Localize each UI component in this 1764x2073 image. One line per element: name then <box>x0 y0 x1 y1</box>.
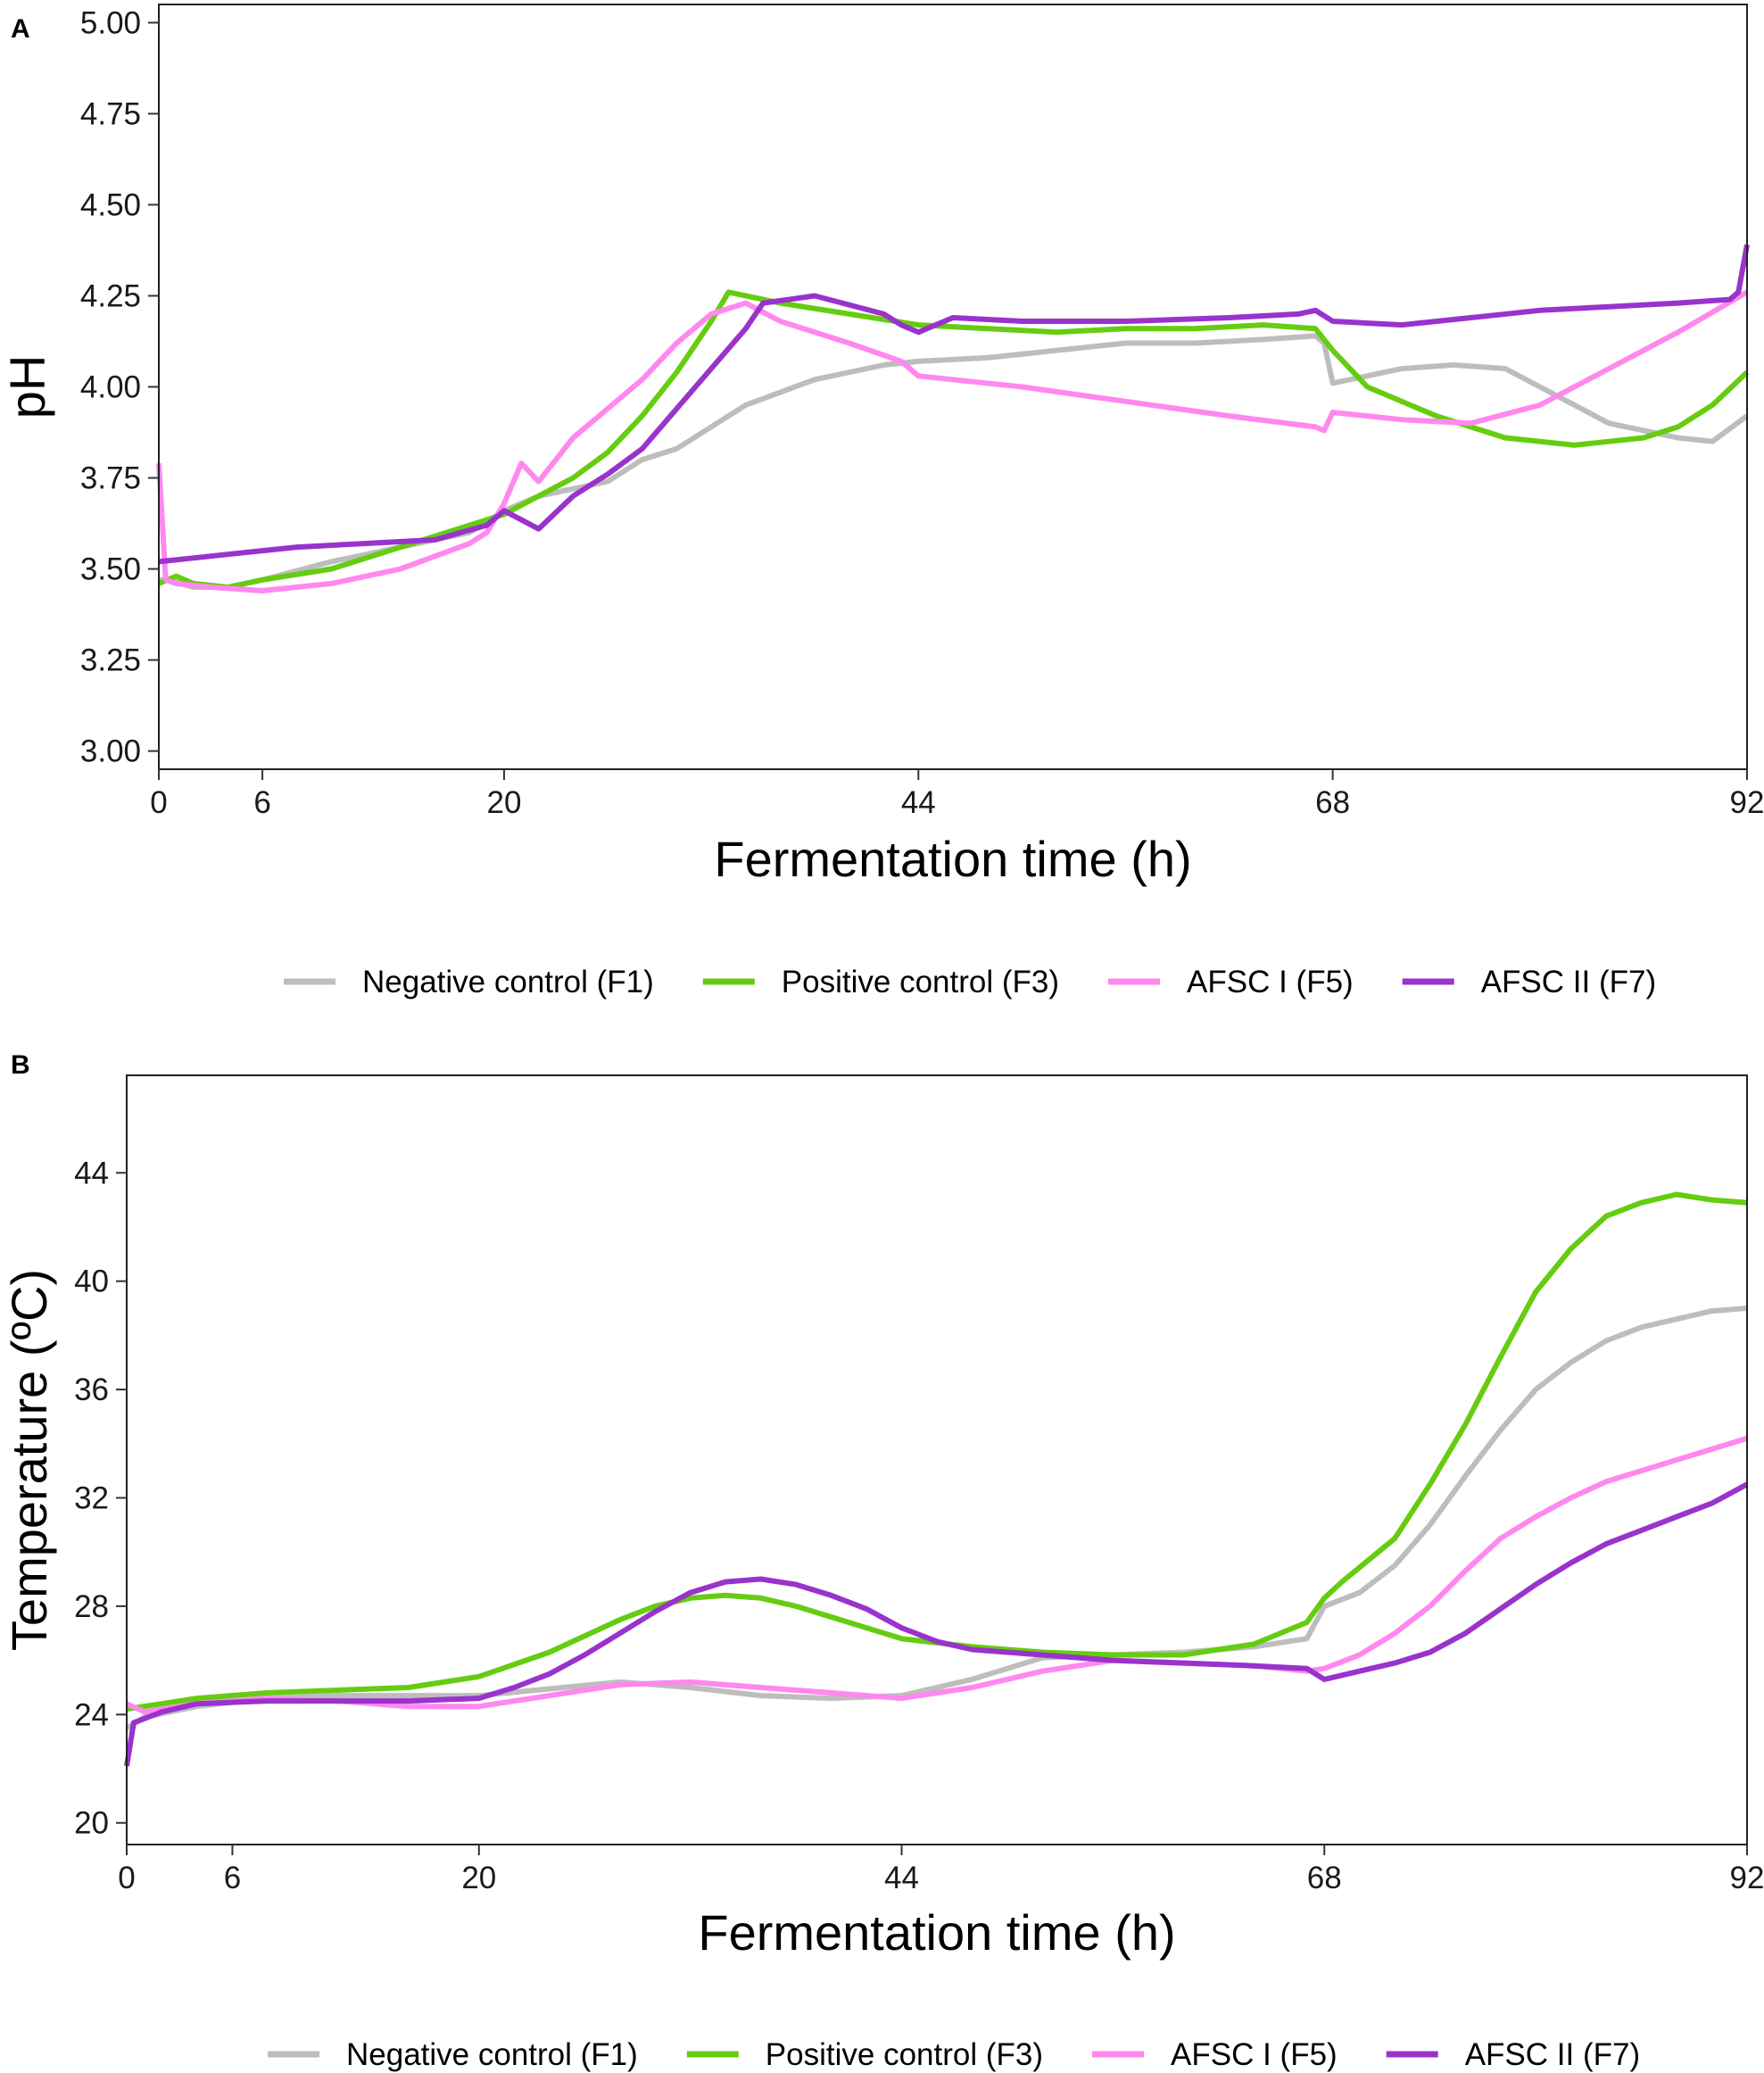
panel-a-x-tick-label: 92 <box>1730 785 1764 820</box>
panel-b-x-tick-label: 44 <box>884 1861 919 1895</box>
panel-b-y-tick-label: 24 <box>74 1697 109 1732</box>
panel-a-x-tick-label: 0 <box>150 785 167 820</box>
panel-b-series <box>124 1191 1749 1767</box>
panel-a-legend-label: Negative control (F1) <box>362 965 654 999</box>
panel-a-plot-frame <box>158 4 1748 770</box>
panel-a-legend-label: AFSC II (F7) <box>1481 965 1656 999</box>
panel-b-plot-frame <box>126 1074 1748 1845</box>
panel-a-legend-item-negative-control-f1: Negative control (F1) <box>284 965 654 999</box>
panel-b-line-positive-control-f3 <box>126 1191 1748 1712</box>
panel-b-x-ticks: 0 6 20 44 68 92 <box>118 1845 1764 1895</box>
panel-b-y-tick-label: 44 <box>74 1156 109 1190</box>
panel-b-legend-item-afsc-ii-f7: AFSC II (F7) <box>1386 2037 1640 2072</box>
panel-a-line-afsc-ii-f7 <box>158 244 1750 565</box>
panel-a-series <box>156 244 1750 593</box>
panel-a-legend-item-positive-control-f3: Positive control (F3) <box>702 965 1059 999</box>
panel-b-x-axis-title: Fermentation time (h) <box>698 1904 1175 1961</box>
panel-b-y-axis-title: Temperature (ºC) <box>1 1269 57 1651</box>
panel-a-x-tick-label: 68 <box>1315 785 1350 820</box>
panel-b-y-tick-label: 20 <box>74 1806 109 1841</box>
panel-b-line-negative-control-f1 <box>125 1306 1748 1731</box>
panel-a-y-tick-label: 3.25 <box>80 643 141 678</box>
panel-a-x-tick-label: 20 <box>486 785 521 820</box>
panel-b-legend-label: AFSC I (F5) <box>1171 2037 1337 2072</box>
panel-a: A 3.00 3.25 3.50 3.75 4.00 4.25 4.50 4.75 5.00 0… <box>0 4 1764 999</box>
panel-a-y-axis-title: pH <box>0 355 55 419</box>
panel-b-y-tick-label: 40 <box>74 1265 109 1299</box>
panel-b-x-tick-label: 6 <box>224 1861 241 1895</box>
panel-b-y-tick-label: 36 <box>74 1372 109 1407</box>
panel-a-y-tick-label: 4.50 <box>80 187 141 222</box>
panel-b-x-tick-label: 0 <box>118 1861 135 1895</box>
panel-b-line-afsc-ii-f7 <box>124 1481 1749 1767</box>
panel-a-legend-item-afsc-ii-f7: AFSC II (F7) <box>1402 965 1656 999</box>
panel-a-legend: Negative control (F1) Positive control (F… <box>284 965 1656 999</box>
panel-a-y-tick-label: 4.00 <box>80 370 141 405</box>
panel-b-x-tick-label: 20 <box>461 1861 496 1895</box>
panel-b-letter: B <box>11 1050 30 1080</box>
panel-b-y-tick-label: 28 <box>74 1589 109 1624</box>
panel-a-x-ticks: 0 6 20 44 68 92 <box>150 769 1764 820</box>
panel-b-x-tick-label: 92 <box>1730 1861 1764 1895</box>
panel-a-line-positive-control-f3 <box>157 289 1750 590</box>
panel-a-x-axis-title: Fermentation time (h) <box>714 831 1191 887</box>
panel-a-line-afsc-i-f5 <box>156 289 1749 593</box>
panel-a-y-tick-label: 3.50 <box>80 552 141 587</box>
panel-b-legend: Negative control (F1) Positive control (F… <box>268 2037 1640 2072</box>
panel-b-legend-item-afsc-i-f5: AFSC I (F5) <box>1092 2037 1337 2072</box>
panel-a-y-tick-label: 3.75 <box>80 461 141 496</box>
panel-a-legend-label: AFSC I (F5) <box>1187 965 1354 999</box>
panel-a-y-tick-label: 3.00 <box>80 734 141 769</box>
panel-a-y-tick-label: 5.00 <box>80 5 141 40</box>
panel-b-y-ticks: 20 24 28 32 36 40 44 <box>74 1156 127 1841</box>
panel-b: B 20 24 28 32 36 40 44 0 6 20 44 68 92 Temperature … <box>1 1050 1764 2072</box>
panel-a-x-tick-label: 44 <box>901 785 936 820</box>
panel-a-x-tick-label: 6 <box>253 785 270 820</box>
panel-b-y-tick-label: 32 <box>74 1480 109 1515</box>
panel-a-legend-label: Positive control (F3) <box>782 965 1059 999</box>
panel-b-line-afsc-i-f5 <box>125 1435 1748 1715</box>
panel-b-legend-item-negative-control-f1: Negative control (F1) <box>268 2037 638 2072</box>
panel-b-legend-label: Negative control (F1) <box>346 2037 638 2072</box>
panel-b-legend-label: AFSC II (F7) <box>1465 2037 1640 2072</box>
panel-b-legend-label: Positive control (F3) <box>766 2037 1043 2072</box>
panel-a-y-tick-label: 4.75 <box>80 96 141 131</box>
panel-a-legend-item-afsc-i-f5: AFSC I (F5) <box>1108 965 1354 999</box>
panel-b-legend-item-positive-control-f3: Positive control (F3) <box>686 2037 1043 2072</box>
panel-b-x-tick-label: 68 <box>1307 1861 1342 1895</box>
panel-a-y-ticks: 3.00 3.25 3.50 3.75 4.00 4.25 4.50 4.75 5.00 <box>80 5 159 769</box>
panel-a-line-negative-control-f1 <box>159 333 1749 590</box>
panel-a-letter: A <box>11 14 30 44</box>
panel-a-y-tick-label: 4.25 <box>80 278 141 313</box>
